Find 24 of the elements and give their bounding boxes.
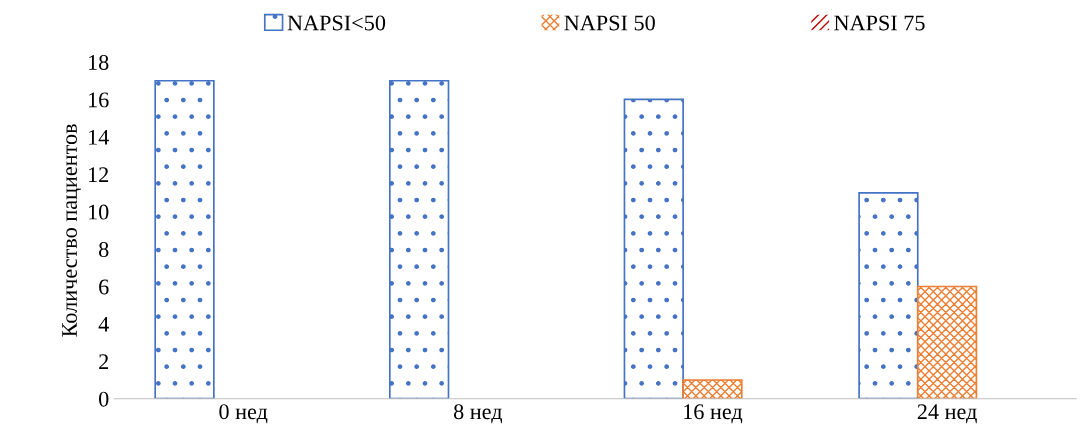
y-axis-title: Количество пациентов bbox=[62, 124, 82, 337]
y-tick-label: 4 bbox=[98, 316, 109, 332]
x-tick-label: 0 нед bbox=[219, 404, 268, 424]
y-tick-label: 12 bbox=[89, 167, 109, 182]
bar bbox=[682, 379, 743, 399]
y-tick-label: 6 bbox=[99, 279, 109, 295]
bar bbox=[916, 285, 978, 399]
y-tick-label: 10 bbox=[89, 204, 109, 220]
legend-label: NAPSI 50 bbox=[564, 15, 655, 31]
legend-label: NAPSI<50 bbox=[287, 15, 386, 31]
x-tick-label: 24 нед bbox=[917, 404, 977, 424]
legend-label: NAPSI 75 bbox=[834, 15, 925, 31]
bar bbox=[388, 79, 450, 399]
y-tick-label: 14 bbox=[89, 129, 109, 145]
bar bbox=[154, 79, 215, 399]
y-tick-label: 8 bbox=[99, 242, 109, 257]
bar bbox=[858, 192, 919, 399]
y-tick-label: 18 bbox=[89, 54, 109, 70]
y-tick-label: 2 bbox=[99, 354, 109, 369]
y-tick-label: 0 bbox=[99, 391, 109, 407]
x-tick-label: 16 нед bbox=[684, 404, 743, 424]
bar bbox=[623, 98, 684, 399]
x-tick-label: 8 нед bbox=[453, 404, 503, 424]
y-tick-label: 16 bbox=[89, 92, 109, 108]
